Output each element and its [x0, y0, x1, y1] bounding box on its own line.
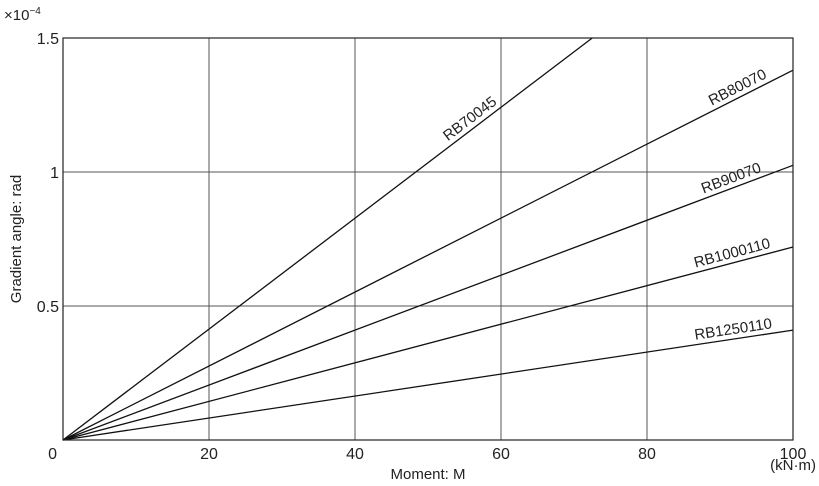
series-lines: [62, 37, 794, 441]
x-tick-label: 40: [346, 446, 364, 463]
series-line-rb90070: [62, 164, 794, 441]
x-tick-labels: 0 20 40 60 80 100: [48, 446, 806, 463]
x-tick-label: 60: [492, 446, 510, 463]
y-tick-label: 1: [50, 165, 59, 182]
x-axis-unit: (kN·m): [770, 457, 816, 474]
plot-frame: [62, 37, 794, 441]
y-tick-label: 0.5: [37, 299, 59, 316]
x-axis-label: Moment: M: [390, 466, 465, 483]
series-label-rb1000110: RB1000110: [692, 235, 772, 271]
grid-lines: [63, 38, 793, 440]
series-label-rb90070: RB90070: [699, 159, 764, 197]
series-label-rb70045: RB70045: [440, 93, 500, 144]
series-line-rb1250110: [62, 329, 794, 441]
x-tick-label: 80: [638, 446, 656, 463]
series-line-rb1000110: [62, 246, 794, 441]
y-scale-factor: ×10−4: [4, 6, 41, 24]
y-scale-base: ×10: [4, 7, 29, 24]
y-tick-labels: 0.5 1 1.5: [37, 31, 59, 316]
series-line-rb70045: [62, 37, 593, 441]
x-tick-label: 100: [780, 446, 807, 463]
x-tick-label: 0: [48, 446, 57, 463]
series-line-rb80070: [62, 69, 794, 441]
y-tick-label: 1.5: [37, 31, 59, 48]
y-axis-label: Gradient angle: rad: [8, 175, 25, 303]
y-scale-exponent: −4: [29, 6, 41, 17]
x-tick-label: 20: [200, 446, 218, 463]
